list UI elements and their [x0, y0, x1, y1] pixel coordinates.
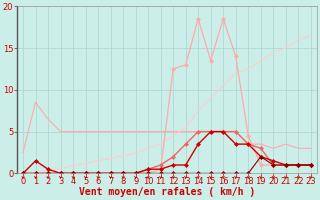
X-axis label: Vent moyen/en rafales ( km/h ): Vent moyen/en rafales ( km/h ) — [79, 187, 255, 197]
